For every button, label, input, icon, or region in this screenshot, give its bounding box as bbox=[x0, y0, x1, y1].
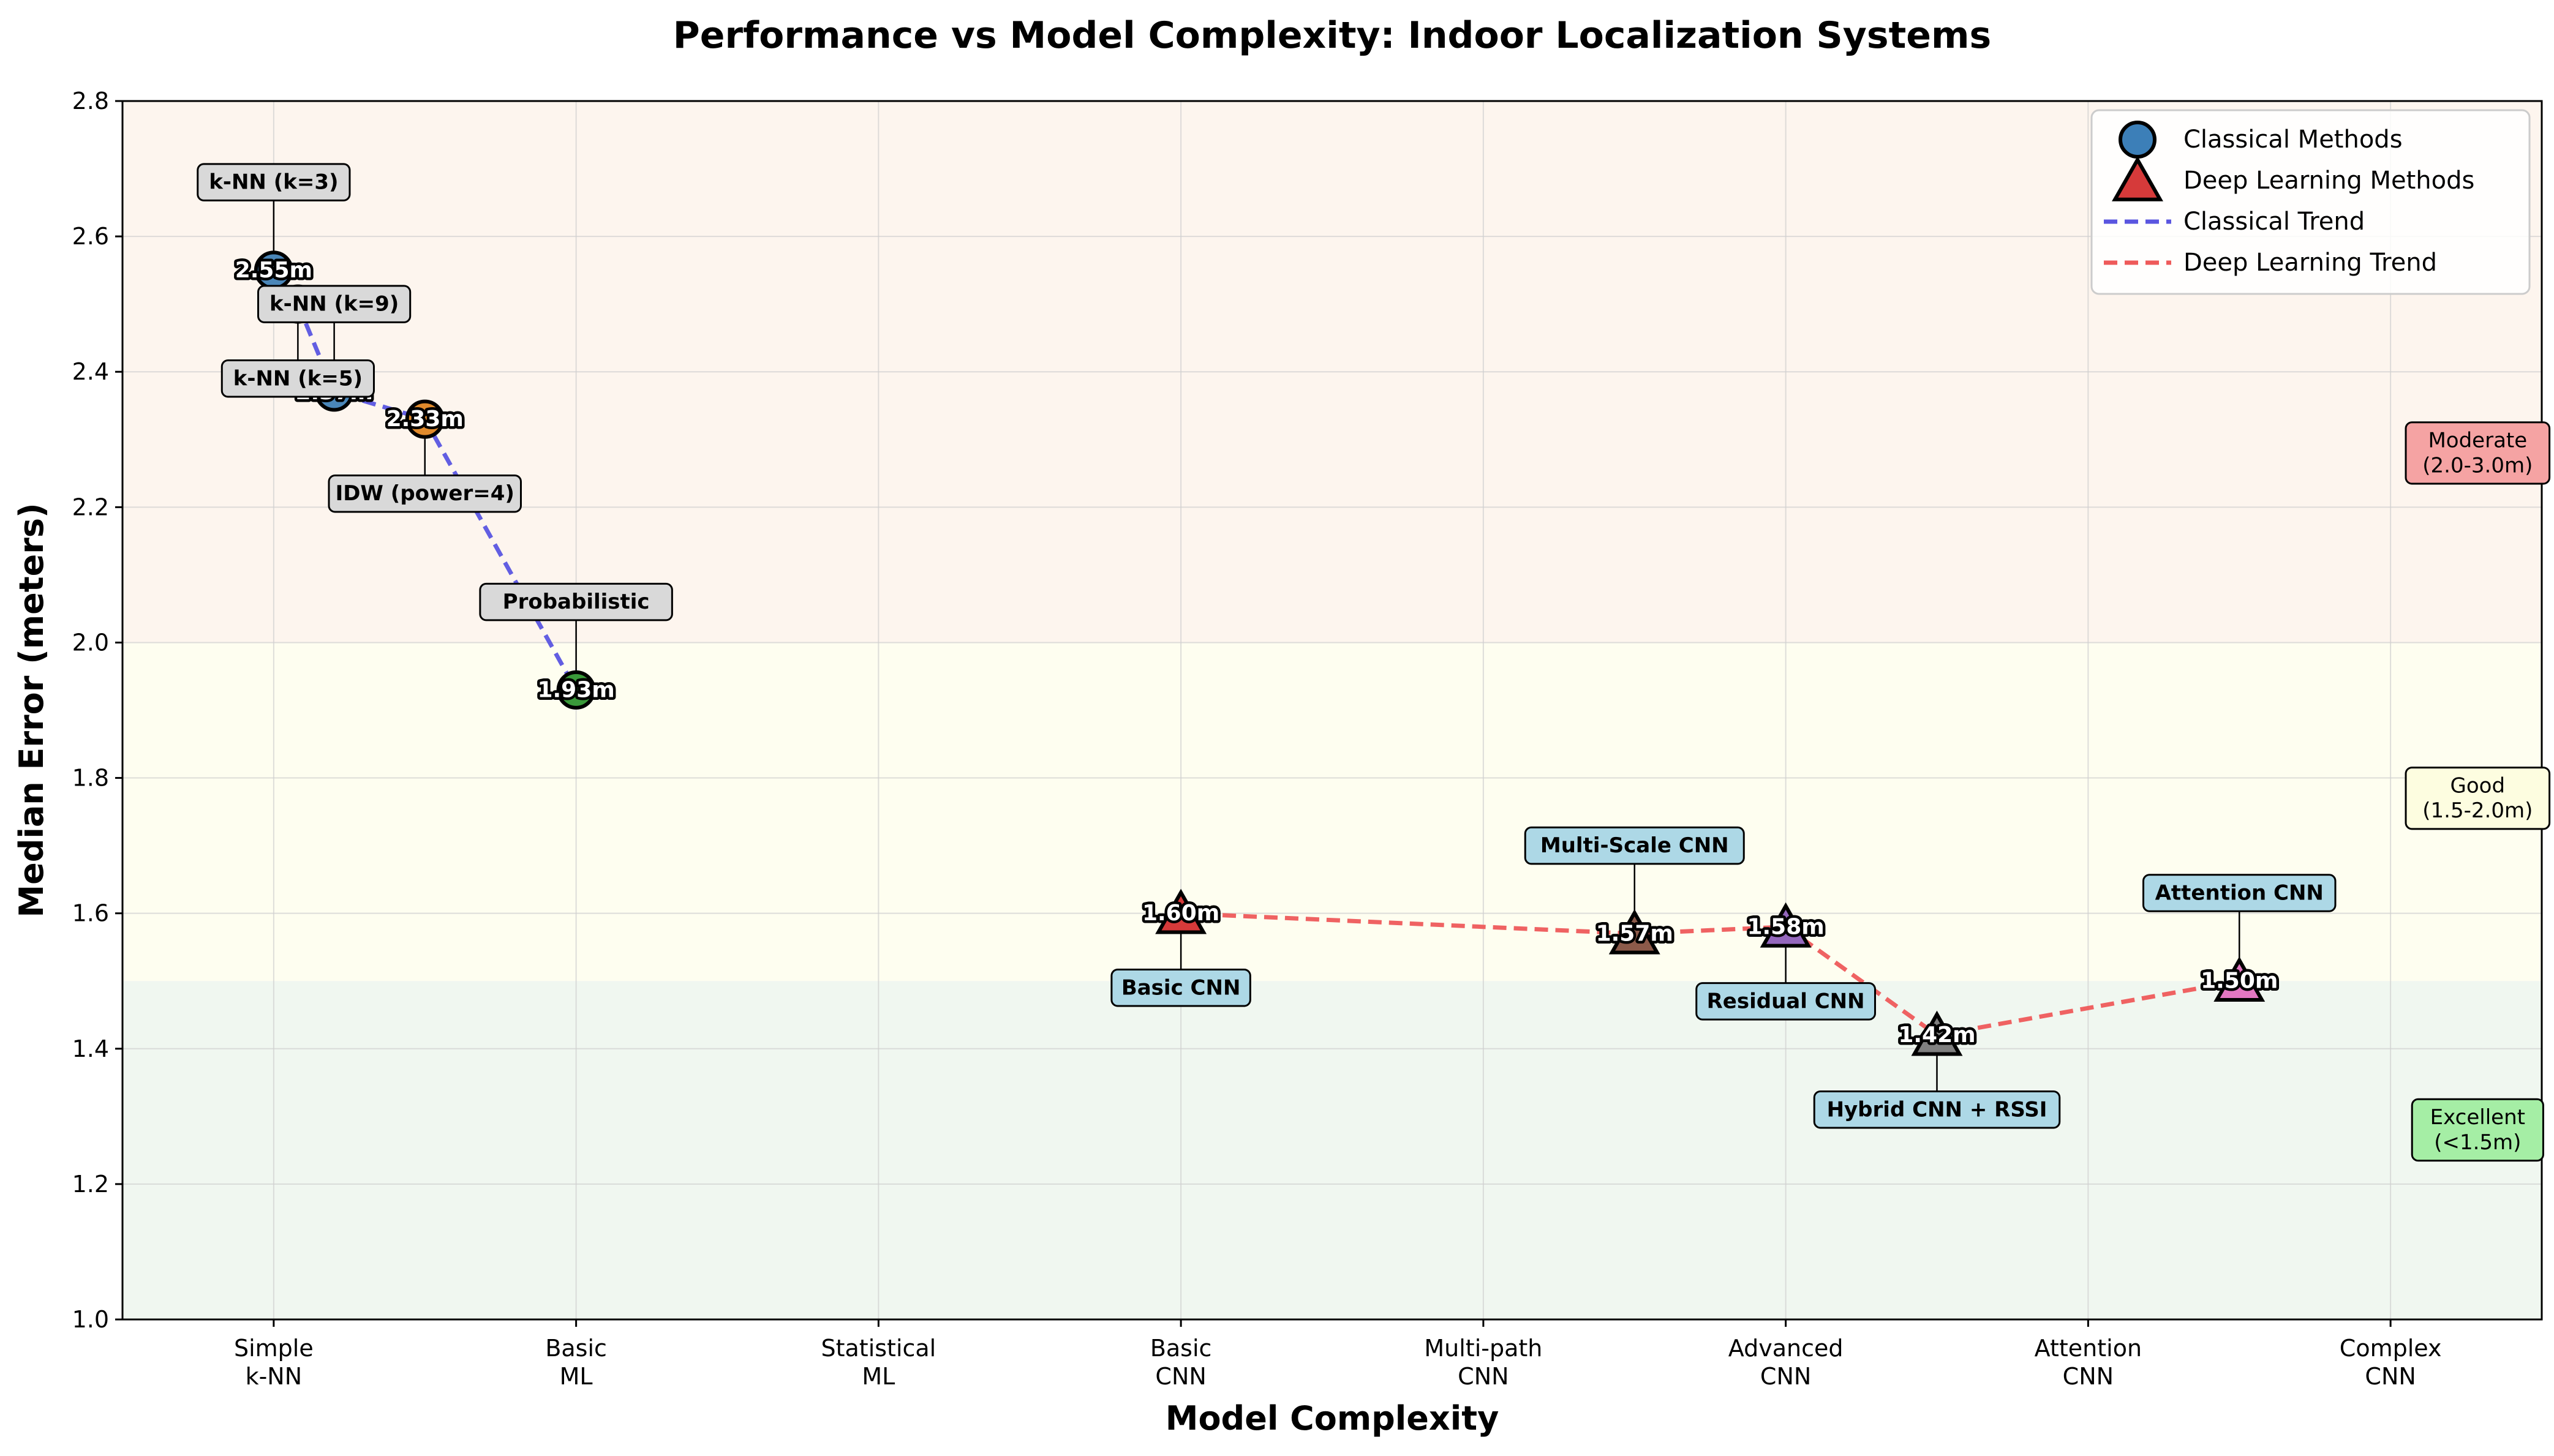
x-tick-label: CNN bbox=[1760, 1363, 1811, 1390]
chart-title: Performance vs Model Complexity: Indoor … bbox=[673, 14, 1991, 57]
dl-point-3-marker bbox=[1911, 1010, 1963, 1056]
value-labels: 2.55m2.55m2.37m2.37m2.50m2.50m2.33m2.33m… bbox=[232, 255, 2281, 1050]
dl-point-3-annotation-box bbox=[1813, 1090, 2061, 1129]
y-tick-label: 2.6 bbox=[72, 223, 109, 250]
dl-point-2-value-label-outline: 1.58m bbox=[1747, 914, 1824, 939]
x-tick-label: CNN bbox=[1155, 1363, 1206, 1390]
x-tick-label: Advanced bbox=[1728, 1335, 1844, 1362]
x-tick-label: Basic bbox=[545, 1335, 607, 1362]
classical-point-4-annotation: Probabilistic bbox=[503, 590, 650, 614]
y-tick-label: 2.2 bbox=[72, 493, 109, 520]
method-annotations: k-NN (k=3) k-NN (k=9) k-NN (k=5) IDW (power… bbox=[197, 163, 2337, 1129]
dl-point-2-value-label: 1.58m bbox=[1747, 914, 1824, 939]
legend-entry-3-label: Deep Learning Trend bbox=[2183, 249, 2437, 277]
dl-point-2-annotation-box bbox=[1695, 982, 1876, 1021]
dl-point-4-marker bbox=[2213, 956, 2266, 1002]
x-tick-label: Statistical bbox=[821, 1335, 936, 1362]
classical-point-4-value-label-outline: 1.93m bbox=[537, 677, 614, 702]
dl-point-4-annotation-box bbox=[2142, 874, 2337, 912]
legend-entry-0-label: Classical Methods bbox=[2183, 126, 2403, 154]
x-tick-label: Basic bbox=[1150, 1335, 1212, 1362]
x-tick-label: CNN bbox=[2365, 1363, 2416, 1390]
classical-point-4-value-label: 1.93m bbox=[537, 677, 614, 702]
zone-labels: Moderate(2.0-3.0m) Good(1.5-2.0m) Excellen… bbox=[2405, 421, 2551, 1162]
y-tick-label: 1.2 bbox=[72, 1171, 109, 1198]
dl-point-3-value-label: 1.42m bbox=[1898, 1023, 1975, 1048]
classical-point-2-annotation-box bbox=[220, 359, 375, 398]
x-tick-label: ML bbox=[560, 1363, 593, 1390]
x-tick-label: ML bbox=[862, 1363, 895, 1390]
y-axis-label: Median Error (meters) bbox=[12, 503, 51, 917]
zone-label-1-box bbox=[2405, 767, 2551, 830]
classical-point-0-value-label-outline: 2.55m bbox=[235, 258, 312, 283]
zone-label-0-box bbox=[2405, 421, 2551, 485]
x-tick-label: Attention bbox=[2035, 1335, 2142, 1362]
dl-point-1-annotation: Multi-Scale CNN bbox=[1540, 833, 1729, 858]
legend-entry-1-triangle-icon bbox=[2112, 156, 2163, 201]
dl-point-0-annotation-box bbox=[1110, 969, 1251, 1007]
dl-point-1-annotation-box bbox=[1524, 826, 1745, 865]
y-tick-label: 2.8 bbox=[72, 88, 109, 114]
classical-point-2-annotation: k-NN (k=5) bbox=[233, 366, 363, 391]
zone-label-2-line-1: (<1.5m) bbox=[2434, 1130, 2521, 1155]
dl-point-0-marker bbox=[1155, 888, 1207, 934]
zone-label-2-line-0: Excellent bbox=[2430, 1105, 2525, 1130]
dl-point-0-value-label-outline: 1.60m bbox=[1142, 901, 1219, 926]
x-tick-label: Simple bbox=[234, 1335, 314, 1362]
x-tick-label: Multi-path bbox=[1424, 1335, 1542, 1362]
y-tick-label: 1.8 bbox=[72, 765, 109, 792]
zone-label-1-line-1: (1.5-2.0m) bbox=[2422, 798, 2533, 823]
classical-point-3-marker bbox=[405, 399, 445, 439]
classical-point-4-annotation-box bbox=[479, 582, 673, 621]
y-tick-label: 1.6 bbox=[72, 900, 109, 927]
y-tick-label: 2.0 bbox=[72, 629, 109, 656]
dl-point-4-value-label: 1.50m bbox=[2201, 969, 2278, 994]
legend[interactable]: Classical Methods Deep Learning Methods Cl… bbox=[2090, 109, 2531, 295]
dl-point-1-value-label-outline: 1.57m bbox=[1596, 921, 1673, 946]
y-tick-label: 1.4 bbox=[72, 1035, 109, 1062]
classical-point-1-annotation-box bbox=[257, 285, 412, 323]
dl-point-2-marker bbox=[1760, 902, 1812, 948]
zone-label-0-line-0: Moderate bbox=[2428, 428, 2527, 452]
classical-point-1-annotation: k-NN (k=9) bbox=[269, 292, 399, 317]
x-tick-label: CNN bbox=[2063, 1363, 2114, 1390]
y-tick-label: 2.4 bbox=[72, 358, 109, 385]
legend-entry-1-label: Deep Learning Methods bbox=[2183, 167, 2474, 195]
classical-point-0-annotation-box bbox=[197, 163, 351, 201]
dl-point-4-annotation: Attention CNN bbox=[2155, 881, 2324, 906]
axes: 1.01.21.41.61.82.02.22.42.62.8Simplek-NN… bbox=[72, 88, 2442, 1390]
dl-point-3-annotation: Hybrid CNN + RSSI bbox=[1827, 1097, 2047, 1122]
zone-label-1-line-0: Good bbox=[2450, 773, 2506, 798]
classical-point-4-marker bbox=[556, 670, 596, 710]
dl-point-4-value-label-outline: 1.50m bbox=[2201, 969, 2278, 994]
classical-point-3-annotation: IDW (power=4) bbox=[336, 481, 514, 506]
zone-band-2 bbox=[122, 981, 2542, 1319]
zone-band-1 bbox=[122, 642, 2542, 981]
dl-point-2-annotation: Residual CNN bbox=[1707, 989, 1865, 1013]
legend-box bbox=[2090, 109, 2531, 295]
legend-entry-2-label: Classical Trend bbox=[2183, 208, 2365, 236]
dl-point-0-value-label: 1.60m bbox=[1142, 901, 1219, 926]
dl-point-3-value-label-outline: 1.42m bbox=[1898, 1023, 1975, 1048]
x-tick-label: k-NN bbox=[246, 1363, 303, 1390]
dl-point-0-annotation: Basic CNN bbox=[1121, 975, 1241, 1000]
x-tick-label: CNN bbox=[1458, 1363, 1509, 1390]
classical-point-3-value-label-outline: 2.33m bbox=[386, 407, 464, 432]
classical-point-3-value-label: 2.33m bbox=[386, 407, 464, 432]
zone-label-2-box bbox=[2411, 1098, 2544, 1162]
y-tick-label: 1.0 bbox=[72, 1306, 109, 1333]
x-axis-label: Model Complexity bbox=[1166, 1399, 1499, 1438]
legend-entry-0-circle-icon bbox=[2119, 121, 2157, 159]
classical-point-3-annotation-box bbox=[328, 474, 522, 513]
classical-point-0-value-label: 2.55m bbox=[235, 258, 312, 283]
x-tick-label: Complex bbox=[2340, 1335, 2442, 1362]
dl-point-1-marker bbox=[1608, 909, 1660, 955]
dl-point-1-value-label: 1.57m bbox=[1596, 921, 1673, 946]
zone-label-0-line-1: (2.0-3.0m) bbox=[2422, 453, 2533, 478]
classical-point-0-annotation: k-NN (k=3) bbox=[209, 170, 338, 195]
plot-frame bbox=[121, 100, 2543, 1321]
